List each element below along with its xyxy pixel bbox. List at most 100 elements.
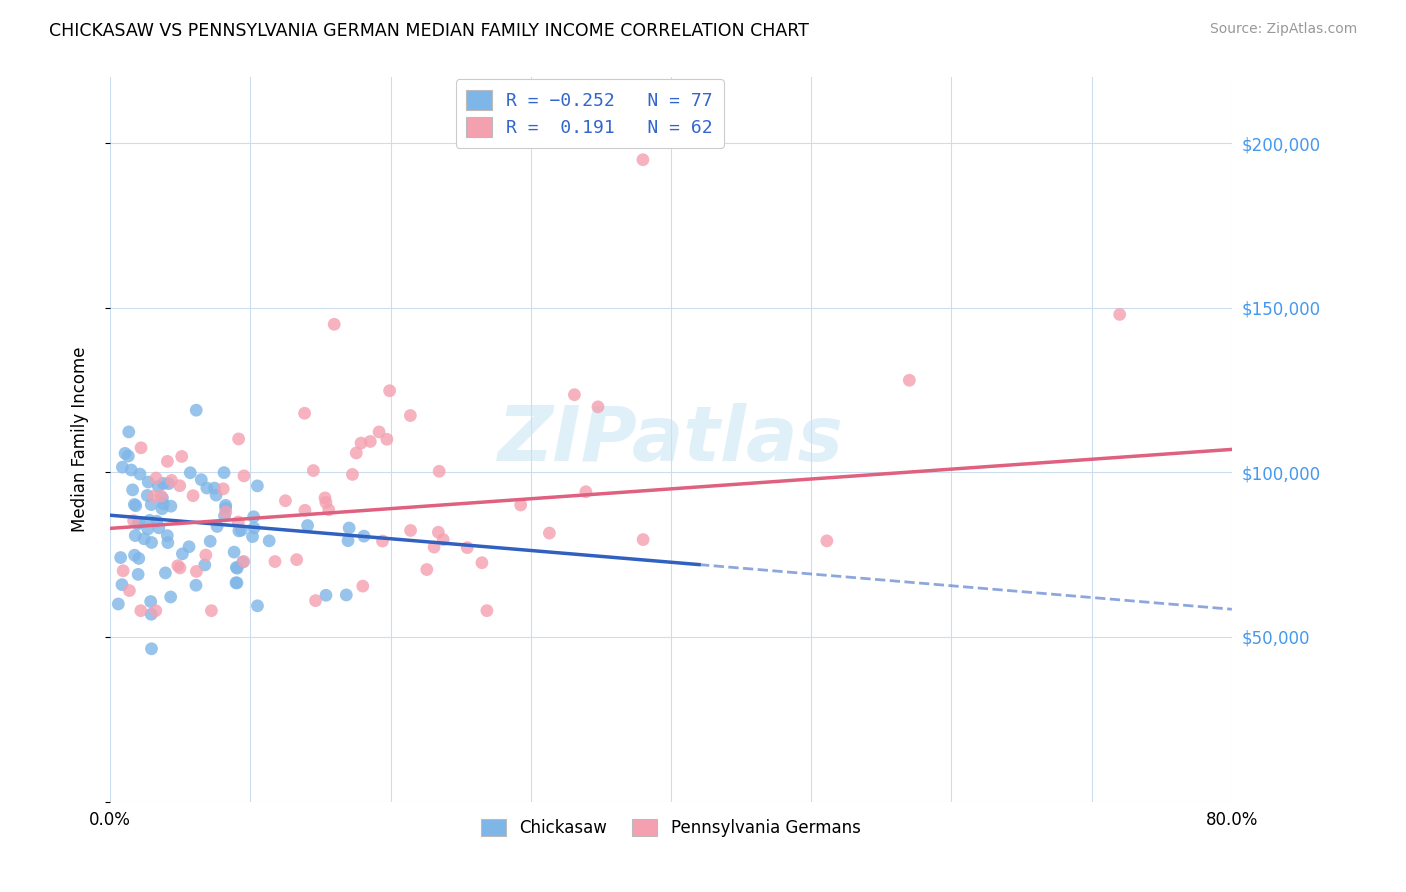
Text: ZIPatlas: ZIPatlas [498,402,844,476]
Point [129,441,152,455]
Point [122,514,145,528]
Point [172,547,194,561]
Point [200,604,222,618]
Text: Source: ZipAtlas.com: Source: ZipAtlas.com [1209,22,1357,37]
Point [242,509,264,524]
Point [124,528,146,542]
Point [121,483,143,497]
Point [152,476,174,491]
Point [112,564,135,578]
Point [124,498,146,512]
Point [170,450,193,464]
Point [456,541,478,555]
Point [179,466,201,480]
Point [160,499,183,513]
Point [148,479,170,493]
Point [224,545,246,559]
Point [186,565,208,579]
Point [212,482,235,496]
Point [350,436,373,450]
Point [399,409,422,423]
Point [127,567,149,582]
Point [138,513,160,527]
Point [294,406,316,420]
Point [427,464,450,478]
Point [315,495,337,509]
Point [344,446,367,460]
Point [195,481,218,495]
Point [129,467,152,481]
Point [335,588,357,602]
Point [148,521,170,535]
Point [205,519,228,533]
Point [225,575,247,590]
Text: CHICKASAW VS PENNSYLVANIA GERMAN MEDIAN FAMILY INCOME CORRELATION CHART: CHICKASAW VS PENNSYLVANIA GERMAN MEDIAN … [49,22,808,40]
Point [177,540,200,554]
Point [212,466,235,480]
Point [471,556,494,570]
Point [294,503,316,517]
Point [399,524,422,538]
Point [200,534,222,549]
Point [215,505,238,519]
Point [815,533,838,548]
Point [274,493,297,508]
Point [359,434,381,449]
Legend: Chickasaw, Pennsylvania Germans: Chickasaw, Pennsylvania Germans [475,813,868,844]
Point [169,561,191,575]
Point [145,604,167,618]
Point [204,481,226,495]
Point [141,498,163,512]
Point [232,468,254,483]
Point [232,555,254,569]
Point [368,425,391,439]
Point [214,500,236,515]
Point [631,533,654,547]
Point [232,555,254,569]
Point [107,597,129,611]
Point [157,476,180,491]
Point [159,590,181,604]
Point [225,560,247,574]
Point [371,534,394,549]
Point [226,575,249,590]
Point [378,384,401,398]
Point [231,523,253,537]
Point [120,463,142,477]
Point [152,497,174,511]
Point [152,491,174,505]
Point [337,533,360,548]
Point [257,533,280,548]
Point [129,604,152,618]
Point [124,548,146,562]
Point [564,388,586,402]
Point [118,583,141,598]
Point [226,561,249,575]
Point [214,508,236,523]
Point [145,514,167,528]
Point [181,489,204,503]
Point [156,535,179,549]
Point [1108,307,1130,321]
Point [304,593,326,607]
Point [586,400,609,414]
Point [246,479,269,493]
Point [150,489,173,503]
Point [136,488,159,502]
Point [228,432,250,446]
Point [297,518,319,533]
Point [114,446,136,460]
Point [538,526,561,541]
Point [228,524,250,538]
Point [141,607,163,622]
Point [136,522,159,536]
Point [145,471,167,485]
Point [142,489,165,503]
Point [432,533,454,547]
Point [242,530,264,544]
Point [509,498,531,512]
Point [111,460,134,475]
Point [155,566,177,580]
Point [186,403,208,417]
Point [128,516,150,530]
